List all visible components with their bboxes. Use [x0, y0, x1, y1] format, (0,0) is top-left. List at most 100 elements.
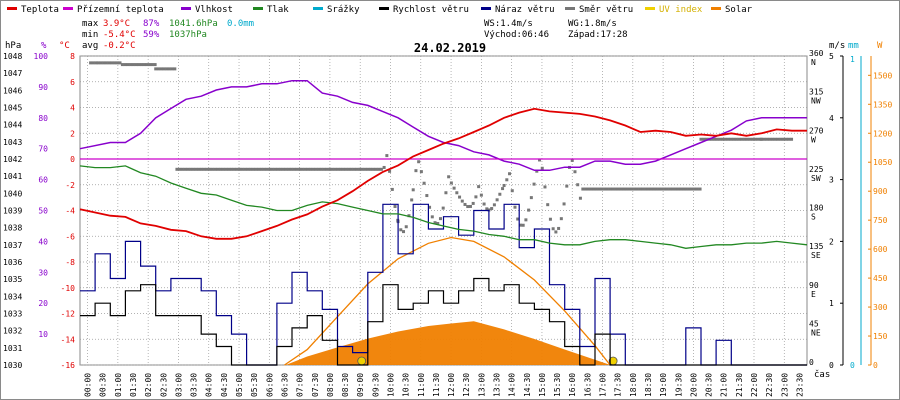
wind-direction-mark [113, 61, 117, 65]
solar-tick-10: 0 [873, 361, 878, 370]
wind-direction-mark [698, 187, 702, 191]
solar-tick-8: 300 [873, 303, 888, 312]
solar-area [284, 321, 611, 366]
wind-direction-mark [471, 201, 475, 205]
direction-name-tick-1: NW [811, 97, 821, 106]
axis-units: hPa % °C m/s mm W čas [5, 41, 883, 380]
wind-direction-mark [787, 137, 791, 141]
wind-direction-mark [173, 67, 177, 71]
legend-swatch-0 [7, 7, 17, 10]
wind-direction-mark [676, 187, 680, 191]
wind-direction-mark [477, 185, 481, 189]
wind-direction-mark [175, 167, 179, 171]
wind-direction-mark [399, 228, 403, 232]
wind-direction-mark [682, 187, 686, 191]
wind-direction-mark [210, 167, 214, 171]
wind-direction-mark [674, 187, 678, 191]
wind-direction-mark [148, 63, 152, 67]
pressure-tick-3: 1045 [3, 104, 22, 113]
x-tick-44: 22:00 [750, 373, 759, 397]
wind-direction-mark [366, 167, 370, 171]
direction-name-tick-4: S [811, 213, 816, 222]
wind-direction-mark [630, 187, 634, 191]
temp-tick-1: 6 [70, 78, 75, 87]
x-tick-42: 21:00 [720, 373, 729, 397]
pressure-tick-16: 1032 [3, 327, 22, 336]
pressure-tick-2: 1046 [3, 86, 22, 95]
wind-direction-mark [99, 61, 103, 65]
x-tick-25: 12:30 [462, 373, 471, 397]
wind-direction-mark [501, 187, 505, 191]
wind-direction-mark [139, 63, 143, 67]
wind-direction-mark [576, 183, 580, 187]
temp-tick-0: 8 [70, 52, 75, 61]
wind-direction-mark [385, 154, 389, 158]
pressure-tick-18: 1030 [3, 361, 22, 370]
wind-direction-mark [668, 187, 672, 191]
direction-name-tick-5: SE [811, 251, 821, 260]
wind-direction-mark [521, 223, 525, 227]
x-tick-45: 22:30 [765, 373, 774, 397]
legend-swatch-6 [481, 7, 491, 10]
wind-direction-mark [407, 214, 411, 218]
direction-deg-tick-7: 45 [809, 319, 819, 328]
min-temp: -5.4°C [103, 30, 136, 40]
wind-direction-mark [309, 167, 313, 171]
wind-direction-mark [404, 225, 408, 229]
wind-direction-mark [684, 187, 688, 191]
wind-direction-mark [292, 167, 296, 171]
wind-direction-mark [713, 137, 717, 141]
wind-direction-mark [535, 169, 539, 173]
tick-labels: 86420-2-4-6-8-10-12-14-16104810471046104… [3, 49, 892, 397]
x-tick-18: 09:00 [356, 373, 365, 397]
x-tick-39: 19:30 [674, 373, 683, 397]
solar-tick-5: 750 [873, 216, 888, 225]
wind-direction-mark [422, 181, 426, 185]
wind-direction-mark [704, 137, 708, 141]
legend-swatch-3 [253, 7, 263, 10]
wind-direction-mark [671, 187, 675, 191]
wind-direction-mark [751, 137, 755, 141]
wind-direction-mark [243, 167, 247, 171]
pressure-tick-15: 1033 [3, 310, 22, 319]
max-rain: 0.0mm [227, 19, 254, 29]
min-pressure: 1037hPa [169, 30, 207, 40]
solar-tick-1: 1350 [873, 100, 892, 109]
wind-direction-mark [447, 175, 451, 179]
wind-direction-mark [652, 187, 656, 191]
wind-direction-mark [762, 137, 766, 141]
x-tick-6: 03:00 [174, 373, 183, 397]
max-humidity: 87% [143, 19, 160, 29]
unit-percent: % [41, 41, 47, 51]
wind-direction-mark [565, 184, 569, 188]
wind-direction-mark [191, 167, 195, 171]
solar-tick-3: 1050 [873, 158, 892, 167]
wind-direction-mark [551, 227, 555, 231]
humidity-line [79, 79, 807, 172]
wind-direction-mark [600, 187, 604, 191]
direction-name-tick-3: SW [811, 174, 821, 183]
wind-direction-mark [322, 167, 326, 171]
wind-direction-mark [784, 137, 788, 141]
wind-direction-mark [254, 167, 258, 171]
wind-direction-mark [219, 167, 223, 171]
wind-direction-mark [581, 187, 585, 191]
x-tick-16: 08:00 [326, 373, 335, 397]
wind-direction-mark [224, 167, 228, 171]
wind-direction-mark [638, 187, 642, 191]
direction-name-tick-7: NE [811, 328, 821, 337]
pressure-line [79, 165, 808, 249]
wind-gust-info: WG:1.8m/s [568, 19, 617, 29]
x-tick-32: 16:00 [568, 373, 577, 397]
wind-direction-mark [690, 187, 694, 191]
wind-direction-mark [137, 63, 141, 67]
wind-direction-mark [142, 63, 146, 67]
wind-direction-mark [194, 167, 198, 171]
wind-direction-mark [349, 167, 353, 171]
wind-direction-mark [482, 202, 486, 206]
wind-direction-mark [180, 167, 184, 171]
wind-direction-mark [458, 195, 462, 199]
wind-direction-mark [468, 204, 472, 208]
pressure-tick-8: 1040 [3, 189, 22, 198]
